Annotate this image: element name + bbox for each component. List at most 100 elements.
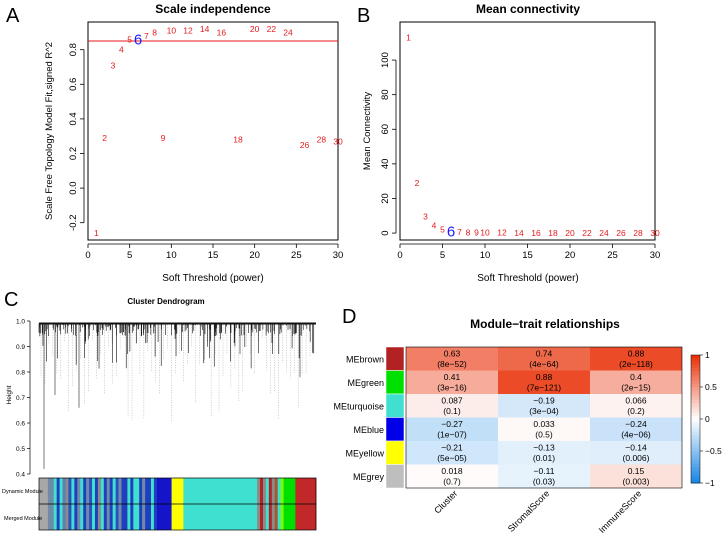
dynamic-module-segment [150,478,155,504]
column-label: ImmuneScore [597,488,644,535]
cell-correlation: −0.21 [441,443,463,453]
y-tick-label: 0.6 [68,78,79,91]
point-label: 7 [144,31,149,41]
x-tick-label: 5 [440,250,445,261]
legend-gradient-step [691,476,700,481]
panel-b-y-axis: 0 20 40 60 80 100 [380,52,397,236]
dynamic-module-segment [153,478,158,504]
merged-module-segment [150,504,155,530]
heatmap-cell [498,441,590,465]
y-tick-label: 0.2 [68,147,79,160]
dynamic-module-segment [39,478,49,504]
dynamic-module-segment [77,478,81,504]
legend-gradient-step [691,380,700,385]
merged-module-segment [268,504,273,530]
panel-d-heatmap: MEbrown0.63(8e−52)0.74(4e−64)0.88(2e−118… [333,346,683,535]
panel-c-y-label: Height [6,385,13,404]
merged-module-segment [183,504,258,530]
cell-correlation: 0.018 [441,466,463,476]
point-label: 24 [283,27,293,37]
panel-a: A Scale independence 0 5 10 15 20 25 30 -0.20.… [6,2,343,284]
legend-gradient-step [691,387,700,391]
x-tick-label: 15 [522,250,533,261]
dynamic-module-segment [283,478,296,504]
dynamic-module-segment [183,478,258,504]
legend-gradient-step [691,390,700,394]
point-label: 18 [548,228,558,238]
cell-correlation: 0.41 [444,372,461,382]
legend-gradient-step [691,425,700,430]
merged-module-segment [274,504,278,530]
point-label: 16 [217,27,227,37]
y-tick-label: 100 [380,52,391,68]
legend-gradient-step [691,361,700,366]
column-label: StromalScore [506,488,552,534]
dynamic-module-segment [171,478,184,504]
cell-pvalue: (0.2) [627,406,645,416]
heatmap-cell [590,441,682,465]
legend-gradient-step [691,431,700,436]
panel-a-y-axis: -0.2 0.0 0.2 0.4 0.6 0.8 [68,43,85,231]
legend-gradient-step [691,355,700,359]
panel-b-plot-frame [399,21,656,241]
dynamic-module-segment [268,478,273,504]
merged-module-segment [280,504,284,530]
panel-a-title: Scale independence [155,2,271,16]
cell-pvalue: (8e−52) [437,359,467,369]
merged-module-segment [62,504,66,530]
legend-gradient-step [691,463,700,468]
panel-c-letter: C [4,289,18,311]
x-tick-label: 15 [208,250,219,261]
point-label: 20 [565,228,575,238]
dynamic-module-segment [295,478,317,504]
dynamic-module-segment [62,478,66,504]
panel-a-x-label: Soft Threshold (power) [162,273,264,284]
legend-tick-label: −0.5 [705,446,722,456]
legend-gradient-step [691,415,700,420]
merged-module-segment [47,504,55,530]
dynamic-module-segment [71,478,75,504]
cell-pvalue: (0.7) [443,477,461,487]
dynamic-module-segment [274,478,278,504]
cell-correlation: −0.11 [534,466,555,476]
dynamic-module-segment [65,478,69,504]
highlight-point-label: 6 [447,224,455,241]
legend-gradient-step [691,422,700,426]
point-label: 9 [474,228,479,238]
dynamic-module-segment [115,478,119,504]
merged-module-segment [156,504,172,530]
point-label: 14 [514,228,524,238]
dynamic-module-segment [89,478,93,504]
point-label: 12 [183,26,193,36]
heatmap-cell [498,394,590,418]
module-label: MEgreen [347,378,384,388]
dynamic-module-segment [133,478,140,504]
point-label: 3 [111,60,116,70]
module-label: MEturquoise [333,401,384,411]
merged-module-segment [257,504,261,530]
heatmap-cell [406,370,498,394]
point-label: 16 [531,228,541,238]
merged-module-segment [106,504,111,530]
merged-module-segment [260,504,264,530]
point-label: 4 [119,45,124,55]
legend-tick-label: −1 [705,478,715,488]
legend-gradient-step [691,367,700,372]
dynamic-module-segment [112,478,116,504]
heatmap-cell [498,464,590,488]
point-label: 28 [633,228,643,238]
legend-gradient-step [691,371,700,375]
point-label: 1 [94,228,99,238]
merged-module-segment [139,504,143,530]
y-tick-label: 80 [380,89,391,100]
merged-module-segment [56,504,60,530]
y-tick-label: 40 [380,159,391,170]
cell-correlation: 0.88 [536,372,553,382]
legend-gradient-step [691,412,700,417]
y-tick-label: 20 [380,193,391,204]
x-tick-label: 0 [85,250,90,261]
heatmap-cell [498,347,590,371]
panel-a-plot-frame [87,21,339,241]
